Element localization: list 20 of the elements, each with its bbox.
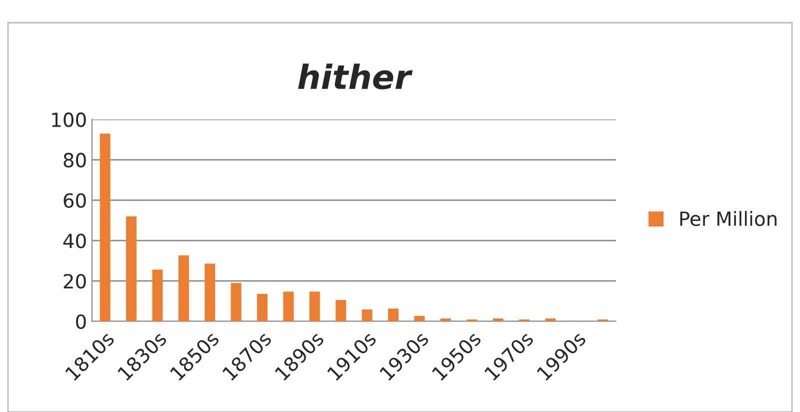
legend-label: Per Million bbox=[680, 211, 776, 226]
bar bbox=[283, 292, 294, 322]
bar bbox=[126, 216, 137, 322]
y-tick-label: 60 bbox=[64, 193, 86, 208]
bar bbox=[309, 292, 320, 322]
bar bbox=[230, 283, 242, 322]
bar bbox=[204, 264, 216, 322]
bar bbox=[178, 255, 189, 322]
bar bbox=[100, 134, 110, 322]
y-tick-label: 20 bbox=[64, 274, 86, 289]
bar bbox=[388, 308, 399, 322]
y-tick-label: 40 bbox=[63, 234, 86, 248]
y-tick-label: 100 bbox=[52, 112, 86, 128]
chart-title: hither bbox=[298, 64, 413, 90]
bar bbox=[257, 294, 268, 322]
y-tick-label: 80 bbox=[64, 152, 86, 168]
bar bbox=[152, 270, 163, 322]
y-tick-label: 0 bbox=[76, 314, 86, 330]
bar bbox=[336, 300, 346, 322]
bar bbox=[362, 309, 372, 322]
